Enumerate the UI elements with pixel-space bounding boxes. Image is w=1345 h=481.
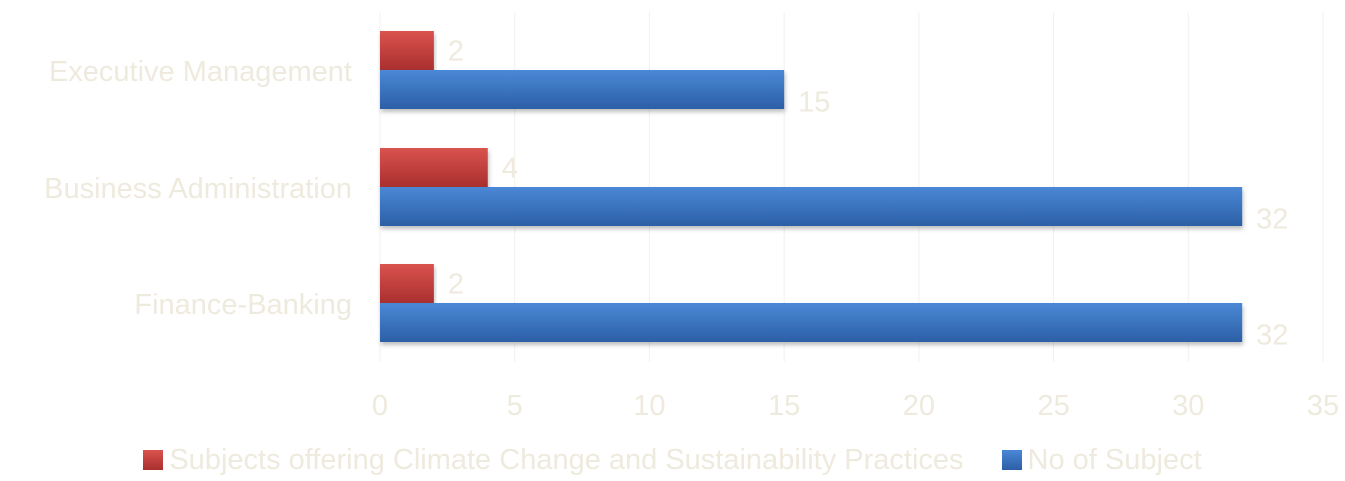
legend: Subjects offering Climate Change and Sus… bbox=[0, 440, 1345, 480]
legend-item-climate[interactable]: Subjects offering Climate Change and Sus… bbox=[143, 444, 963, 477]
x-tick-label: 10 bbox=[633, 390, 665, 422]
x-tick-label: 25 bbox=[1037, 390, 1069, 422]
legend-item-subjects[interactable]: No of Subject bbox=[1002, 444, 1202, 477]
y-category-label: Executive Management bbox=[49, 56, 352, 88]
bar-total-subjects[interactable] bbox=[380, 303, 1242, 342]
data-label: 32 bbox=[1256, 320, 1288, 352]
bar-climate-subjects[interactable] bbox=[380, 148, 488, 187]
bar-climate-subjects[interactable] bbox=[380, 264, 434, 303]
bar-total-subjects[interactable] bbox=[380, 70, 784, 109]
y-category-label: Business Administration bbox=[44, 173, 352, 205]
x-tick-label: 20 bbox=[903, 390, 935, 422]
bar-chart: 0 5 10 15 20 25 30 35 Executive Management 2 15 Bus… bbox=[0, 0, 1345, 440]
y-category-label: Finance-Banking bbox=[134, 289, 352, 321]
legend-swatch-red bbox=[143, 450, 163, 470]
data-label: 4 bbox=[502, 153, 518, 185]
x-tick-label: 35 bbox=[1307, 390, 1339, 422]
data-label: 32 bbox=[1256, 204, 1288, 236]
x-tick-label: 30 bbox=[1172, 390, 1204, 422]
legend-label-subjects: No of Subject bbox=[1028, 444, 1202, 477]
data-label: 15 bbox=[798, 87, 830, 119]
data-label: 2 bbox=[448, 269, 464, 301]
x-tick-label: 0 bbox=[372, 390, 388, 422]
bar-climate-subjects[interactable] bbox=[380, 31, 434, 70]
legend-label-climate: Subjects offering Climate Change and Sus… bbox=[169, 444, 963, 477]
bar-total-subjects[interactable] bbox=[380, 187, 1242, 226]
x-tick-label: 15 bbox=[768, 390, 800, 422]
legend-swatch-blue bbox=[1002, 450, 1022, 470]
x-tick-label: 5 bbox=[507, 390, 523, 422]
data-label: 2 bbox=[448, 36, 464, 68]
